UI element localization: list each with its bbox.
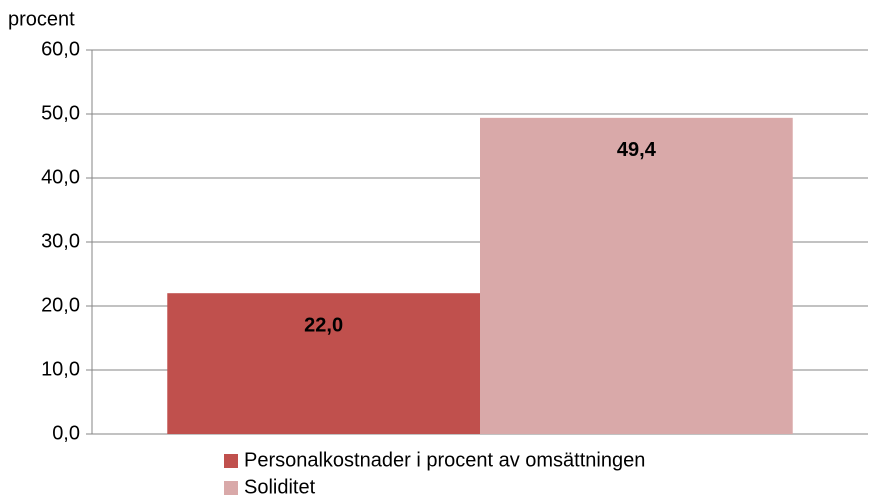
data-label: 22,0 [304,314,343,336]
legend-swatch [224,454,238,468]
y-axis-label: procent [8,8,75,30]
y-tick-label: 60,0 [41,38,80,60]
bar [480,117,793,434]
y-tick-label: 10,0 [41,358,80,380]
bar [167,293,480,434]
y-tick-label: 40,0 [41,166,80,188]
legend-label: Personalkostnader i procent av omsättnin… [244,449,645,471]
y-tick-label: 50,0 [41,102,80,124]
data-label: 49,4 [617,139,657,161]
y-tick-label: 30,0 [41,230,80,252]
legend-label: Soliditet [244,476,316,497]
legend-swatch [224,481,238,495]
y-tick-label: 20,0 [41,294,80,316]
y-tick-label: 0,0 [52,422,80,444]
